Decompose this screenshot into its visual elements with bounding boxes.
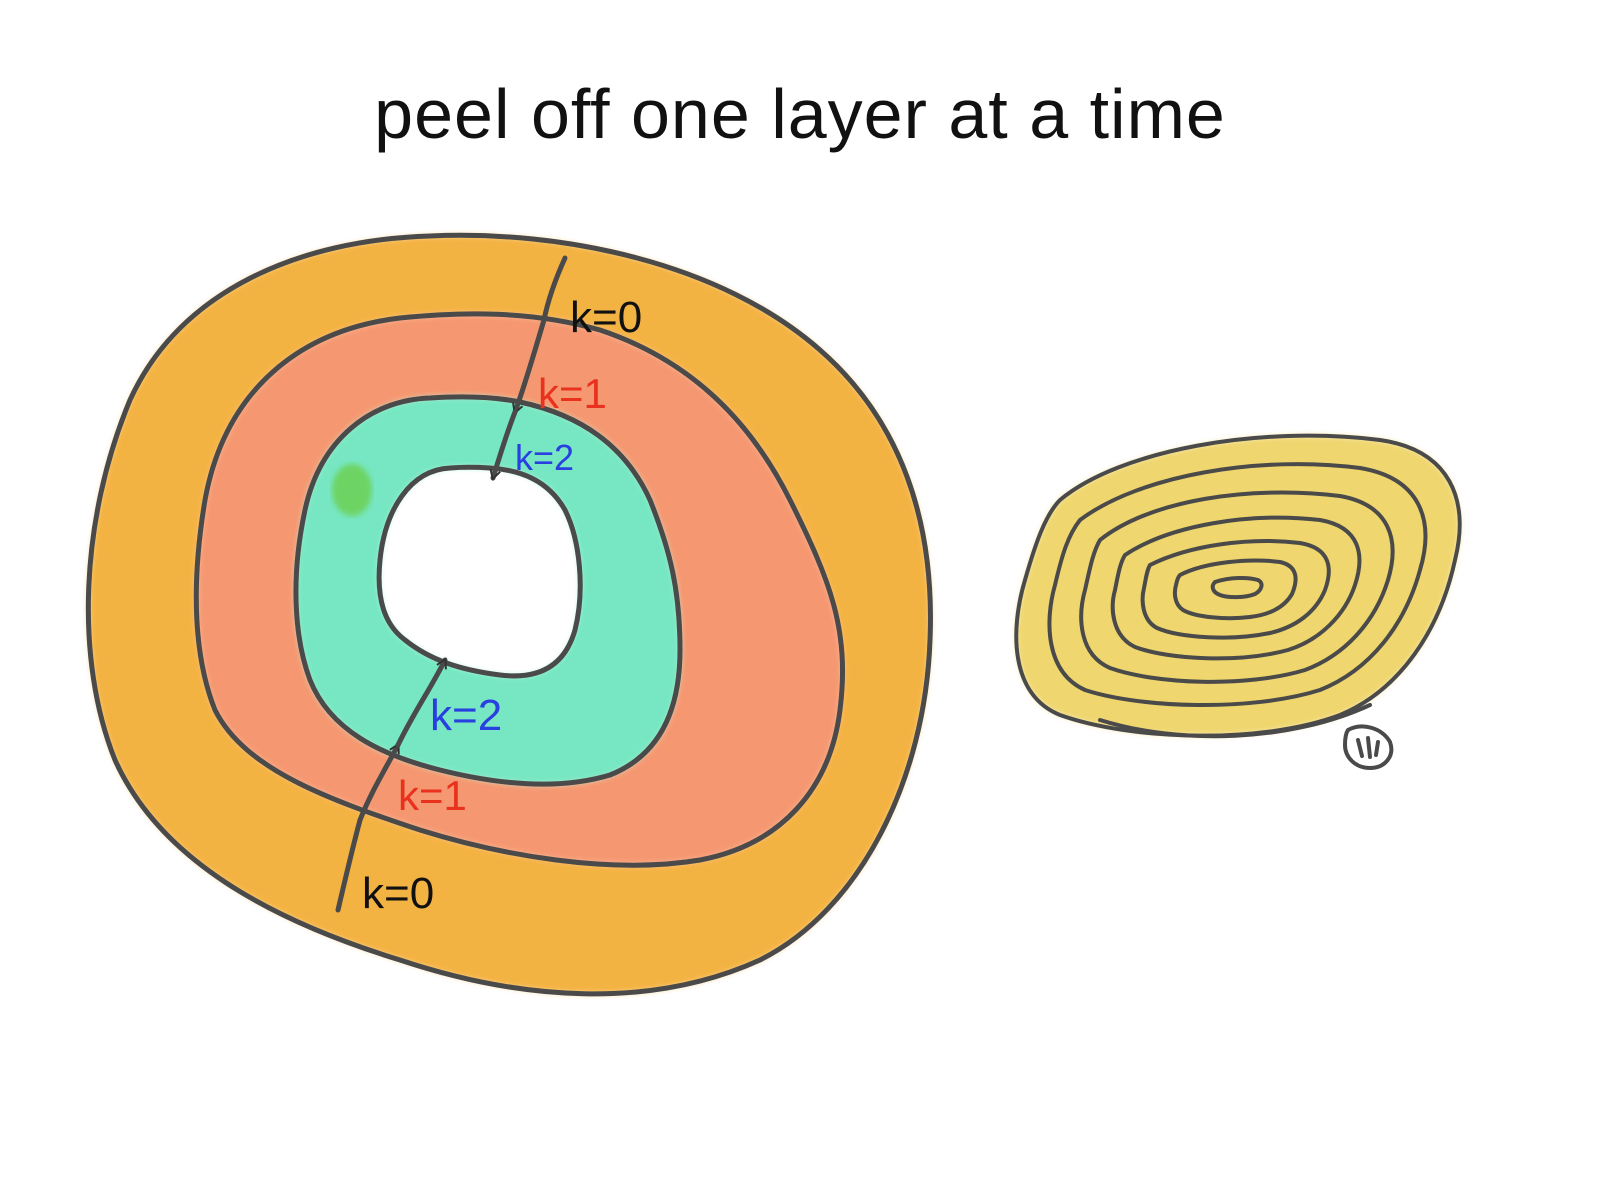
inner-layer-fill [295,396,680,785]
top-label-k1: k=1 [538,370,607,417]
onion-root-strands [1356,736,1380,759]
onion-ring-1 [1014,433,1462,738]
onion-fill [1016,435,1460,736]
onion-core [1210,575,1264,600]
bottom-path-segment-1 [357,745,401,823]
bottom-label-k2: k=2 [430,691,502,740]
bottom-label-k1: k=1 [398,772,467,819]
onion-base [1098,703,1372,739]
inner-highlight [332,464,372,516]
middle-layer-fill [196,313,843,866]
top-label-k2: k=2 [515,437,574,478]
layer2-boundary [293,394,683,787]
top-path-segment-2 [493,409,518,478]
onion-ring-4 [1110,515,1362,661]
bottom-path-segment-0 [335,817,363,913]
bottom-path-segment-2 [395,660,448,748]
top-path-segment-0 [541,255,568,323]
slide-title: peel off one layer at a time [374,75,1226,153]
onion-ring-5 [1140,539,1331,640]
outer-layer-fill [88,235,931,994]
layer1-boundary [193,311,845,868]
onion-ring-6 [1172,558,1298,621]
top-path-segment-1 [515,317,547,412]
onion-root [1342,724,1394,771]
onion-sketch [1014,433,1462,771]
onion-ring-3 [1079,490,1395,684]
peeling-diagram: k=0 k=1 k=2 k=2 k=1 k=0 [85,232,933,997]
onion-ring-2 [1047,462,1428,707]
outer-boundary [85,232,933,997]
hole-boundary [376,464,583,679]
bottom-label-k0: k=0 [362,869,434,918]
top-label-k0: k=0 [570,293,642,342]
